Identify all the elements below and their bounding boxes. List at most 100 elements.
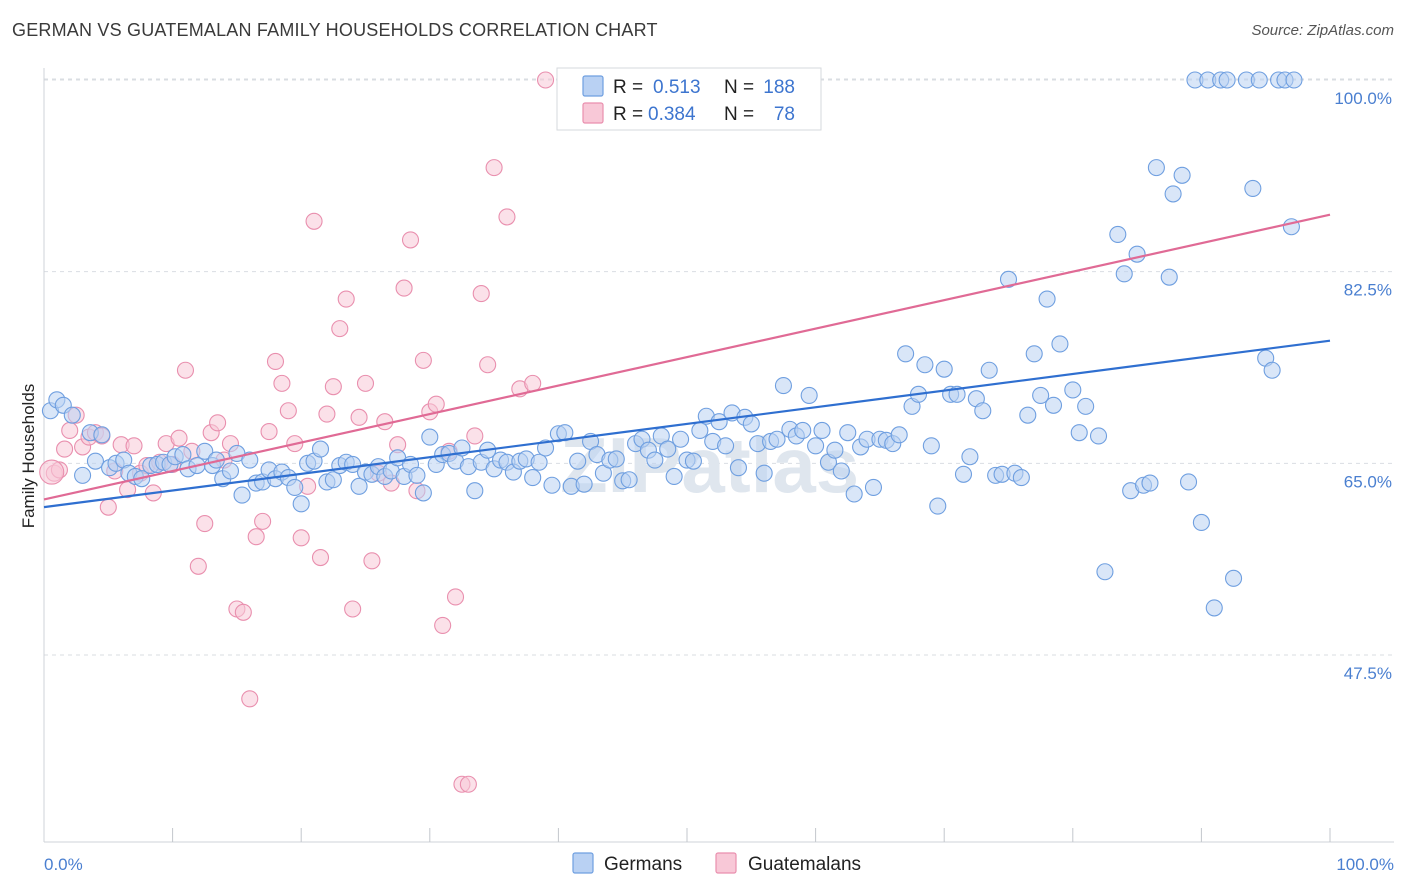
german-point	[672, 430, 690, 448]
guatemalan-point	[536, 71, 555, 89]
y-tick-label: 65.0%	[1344, 472, 1392, 491]
german-point	[1205, 599, 1223, 617]
guatemalan-point	[125, 437, 143, 455]
source-label: Source: ZipAtlas.com	[1251, 22, 1394, 39]
guatemalan-point	[209, 414, 227, 432]
guatemalan-point	[350, 408, 368, 426]
legend-r-label-guatemalans: R =	[613, 104, 643, 125]
guatemalan-point	[395, 279, 413, 297]
german-point	[800, 386, 818, 404]
guatemalan-point	[266, 352, 285, 371]
guatemalan-point	[337, 290, 355, 308]
german-point	[292, 495, 310, 513]
german-point	[1025, 345, 1043, 363]
german-point	[530, 453, 548, 471]
guatemalan-point	[344, 600, 362, 618]
german-point	[1141, 474, 1159, 492]
axes	[43, 68, 1394, 843]
german-point	[421, 428, 439, 446]
y-tick-label: 100.0%	[1334, 89, 1392, 108]
german-point	[1179, 473, 1198, 491]
gridlines	[44, 78, 1394, 656]
german-point	[1044, 396, 1063, 414]
german-point	[684, 452, 702, 470]
german-point	[826, 441, 844, 459]
legend-r-label-germans: R =	[613, 77, 643, 98]
guatemalan-point	[176, 361, 195, 379]
german-point	[63, 406, 81, 424]
german-point	[1115, 265, 1133, 283]
guatemalan-point	[39, 459, 65, 485]
german-point	[659, 440, 677, 458]
german-point	[1250, 71, 1268, 89]
german-point	[1164, 185, 1182, 203]
guatemalan-point	[305, 212, 323, 230]
german-point	[620, 471, 638, 489]
guatemalan-point	[273, 374, 291, 392]
german-point	[569, 452, 587, 470]
german-point	[1263, 361, 1281, 379]
german-point	[1089, 427, 1108, 445]
guatemalan-point	[189, 557, 207, 575]
german-point	[350, 477, 368, 495]
german-point	[807, 437, 825, 455]
german-point	[717, 437, 735, 455]
german-point	[286, 478, 304, 496]
guatemalans-points	[39, 71, 619, 793]
german-point	[575, 475, 593, 493]
german-point	[86, 452, 104, 470]
german-point	[961, 448, 979, 466]
german-point	[1064, 381, 1082, 399]
german-point	[999, 270, 1018, 288]
german-point	[832, 462, 850, 480]
guatemalan-point	[472, 285, 490, 303]
bottom-legend-guatemalans: Guatemalans	[748, 854, 861, 875]
guatemalan-point	[99, 498, 117, 516]
german-point	[916, 356, 934, 374]
chart-title: GERMAN VS GUATEMALAN FAMILY HOUSEHOLDS C…	[12, 20, 658, 40]
german-point	[1244, 179, 1262, 197]
german-point	[233, 486, 251, 504]
german-point	[980, 361, 998, 379]
stats-legend: R = 0.513 N = 188 R = 0.384 N = 78	[556, 67, 822, 131]
bottom-legend-swatch-guatemalans	[715, 852, 737, 874]
legend-n-label-germans: N =	[724, 77, 754, 98]
german-point	[607, 450, 625, 468]
german-point	[1218, 71, 1236, 89]
german-point	[74, 466, 92, 484]
germans-points	[41, 71, 1303, 617]
german-point	[1032, 386, 1050, 404]
trend-lines	[43, 213, 1331, 509]
german-point	[524, 469, 542, 487]
german-point	[890, 426, 908, 444]
german-point	[768, 430, 786, 448]
german-point	[1096, 563, 1114, 581]
legend-r-germans: 0.513	[653, 77, 701, 98]
german-point	[794, 421, 812, 440]
legend-swatch-germans	[582, 75, 604, 97]
guatemalan-point	[363, 552, 381, 570]
legend-r-guatemalans: 0.384	[648, 104, 696, 125]
german-point	[813, 421, 831, 440]
german-point	[1225, 569, 1243, 587]
bottom-legend: Germans Guatemalans	[572, 852, 861, 875]
y-tick-label: 82.5%	[1344, 281, 1392, 300]
guatemalan-point	[446, 588, 465, 606]
german-point	[536, 439, 555, 457]
guatemalan-point	[247, 528, 265, 546]
german-point	[1285, 71, 1303, 89]
german-point	[241, 451, 259, 469]
german-point	[839, 424, 857, 442]
german-point	[1038, 290, 1056, 308]
german-point	[1012, 469, 1030, 487]
german-point	[1077, 397, 1095, 415]
guatemalan-point	[324, 378, 342, 396]
y-axis-label: Family Households	[19, 384, 38, 529]
guatemalan-point	[170, 429, 188, 447]
german-point	[954, 465, 973, 483]
legend-n-label-guatemalans: N =	[724, 104, 754, 125]
german-point	[935, 360, 953, 378]
guatemalan-point	[356, 374, 375, 392]
guatemalan-point	[311, 548, 330, 567]
